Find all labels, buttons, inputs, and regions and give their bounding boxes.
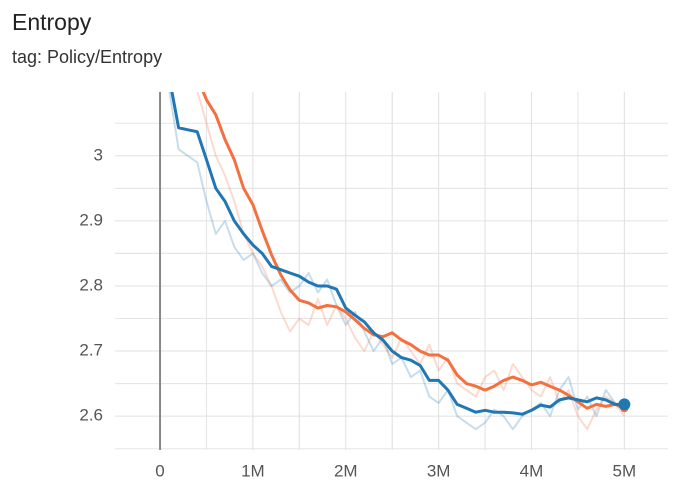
- x-tick-label: 1M: [241, 461, 265, 480]
- x-tick-label: 4M: [520, 461, 544, 480]
- line-series: [196, 92, 626, 431]
- line-series: [201, 92, 625, 410]
- chart-subtitle: tag: Policy/Entropy: [12, 47, 162, 67]
- y-tick-label: 2.9: [79, 210, 103, 229]
- y-tick-label: 3: [94, 145, 103, 164]
- y-tick-label: 2.6: [79, 406, 103, 425]
- x-tick-label: 0: [155, 461, 164, 480]
- y-tick-label: 2.8: [79, 275, 103, 294]
- plot-area: [168, 92, 626, 431]
- chart-title: Entropy: [12, 9, 92, 35]
- y-tick-label: 2.7: [79, 341, 103, 360]
- end-point: [618, 398, 631, 411]
- line-series: [170, 92, 625, 416]
- grid: 2.6 2.7 2.8 2.9 3 0 1M 2M 3M 4M 5M: [79, 92, 668, 480]
- x-tick-label: 2M: [334, 461, 358, 480]
- line-series: [168, 92, 625, 431]
- x-tick-label: 5M: [613, 461, 637, 480]
- x-tick-label: 3M: [427, 461, 451, 480]
